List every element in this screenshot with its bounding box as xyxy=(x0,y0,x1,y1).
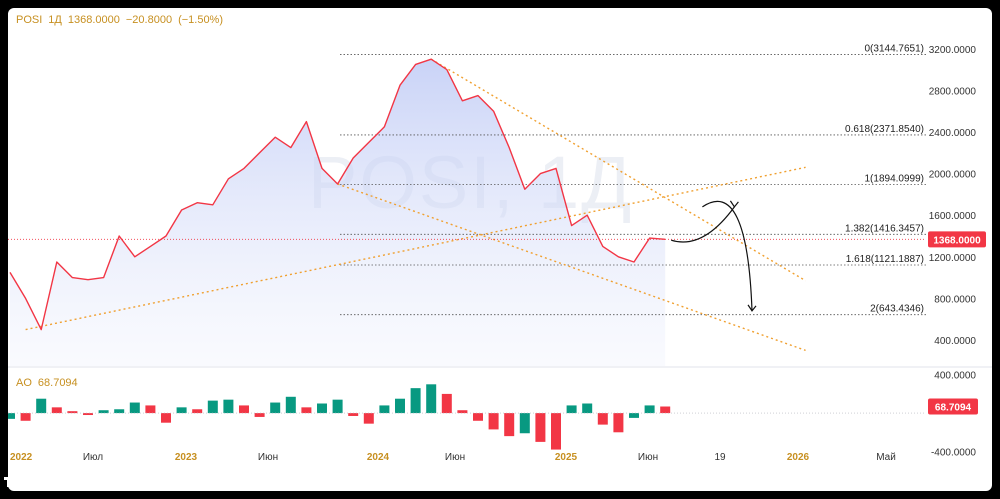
ao-bar xyxy=(348,413,359,416)
chart-panel: POSI, 1Д 0(3144.7651)0.618(2371.8540)1(1… xyxy=(8,8,992,491)
fib-label-0.618: 0.618(2371.8540) xyxy=(845,124,924,135)
ao-bar xyxy=(83,413,93,416)
legend-header[interactable]: POSI 1Д 1368.0000 −20.8000 (−1.50%) xyxy=(16,14,229,26)
ao-bar xyxy=(207,400,218,414)
price-line xyxy=(9,58,666,331)
ao-bar xyxy=(20,413,31,421)
ao-bar xyxy=(332,399,343,414)
x-tick: 2022 xyxy=(10,452,33,463)
ao-bar xyxy=(551,413,561,450)
tradingview-logo[interactable]: TradingView xyxy=(4,474,98,488)
price-y-tick: 2000.0000 xyxy=(929,170,977,181)
ao-bar xyxy=(114,409,125,414)
symbol-label: POSI xyxy=(16,14,43,26)
price-y-tick: 1600.0000 xyxy=(929,211,977,222)
ao-bar xyxy=(301,407,312,414)
x-tick: Июн xyxy=(445,452,465,463)
ao-bar xyxy=(410,388,421,414)
ao-y-tick: -400.0000 xyxy=(931,447,976,458)
x-tick: Июн xyxy=(258,452,278,463)
interval-label: 1Д xyxy=(48,14,62,26)
ao-bar xyxy=(36,398,47,414)
ao-bar xyxy=(582,403,593,414)
ao-name: AO xyxy=(16,377,32,389)
fib-label-1.382: 1.382(1416.3457) xyxy=(845,223,924,234)
ao-bar xyxy=(192,409,203,414)
ao-bar xyxy=(379,405,390,414)
x-tick: Май xyxy=(876,452,896,463)
ao-bar xyxy=(504,413,515,437)
projection-arrow-1 xyxy=(671,206,735,243)
ao-bar xyxy=(441,393,452,414)
price-y-tick: 1200.0000 xyxy=(929,253,977,264)
ao-bar xyxy=(317,403,327,414)
ao-bar xyxy=(239,405,249,414)
tradingview-icon xyxy=(4,476,24,487)
ao-bar xyxy=(285,396,296,414)
ao-value-text: 68.7094 xyxy=(935,403,972,414)
price-chart[interactable]: 0(3144.7651) 0.618(2371.8540) 1(1894.0999)… xyxy=(8,8,992,491)
fib-label-2: 2(643.4346) xyxy=(870,304,924,315)
ao-y-tick: 400.0000 xyxy=(934,371,976,382)
ao-bar xyxy=(660,406,671,414)
projection-arrowhead-2 xyxy=(747,304,757,312)
x-tick: 2023 xyxy=(175,452,198,463)
close-value: 1368.0000 xyxy=(67,14,120,26)
projection-arrow-2 xyxy=(702,200,753,311)
change-pct-value: (−1.50%) xyxy=(178,14,224,26)
ao-bar xyxy=(176,407,187,414)
change-value: −20.8000 xyxy=(125,14,173,26)
price-y-tick: 3200.0000 xyxy=(929,45,977,56)
ao-bar xyxy=(223,399,234,414)
ao-bar xyxy=(473,413,483,421)
ao-bar xyxy=(145,405,156,414)
ao-bar xyxy=(254,413,265,417)
ao-bar xyxy=(535,413,546,442)
ao-bar xyxy=(457,410,468,414)
x-tick: 2026 xyxy=(787,452,810,463)
price-y-tick: 2800.0000 xyxy=(929,86,977,97)
ao-bar xyxy=(566,405,577,414)
ao-bar xyxy=(644,405,655,414)
ao-bar xyxy=(519,413,530,434)
ao-bar xyxy=(426,384,437,414)
ao-bar xyxy=(98,410,109,414)
fib-label-1: 1(1894.0999) xyxy=(865,174,925,185)
x-tick: Июн xyxy=(638,452,658,463)
projection-arrowhead-1 xyxy=(729,200,739,208)
ao-value: 68.7094 xyxy=(37,377,78,389)
logo-text: TradingView xyxy=(28,474,99,488)
price-area xyxy=(10,59,666,366)
x-tick: Июл xyxy=(83,452,103,463)
fib-label-0: 0(3144.7651) xyxy=(865,44,925,55)
ao-bar xyxy=(51,407,62,414)
ao-bar xyxy=(363,413,374,424)
ao-bar xyxy=(67,411,78,414)
ao-bar xyxy=(129,402,140,414)
ao-bar xyxy=(629,413,639,418)
price-y-tick: 800.0000 xyxy=(934,294,976,305)
ao-value-badge xyxy=(928,398,978,415)
x-tick: 19 xyxy=(714,452,726,463)
ao-bar xyxy=(161,413,171,423)
ao-bar xyxy=(8,413,15,419)
fib-label-1.618: 1.618(1121.1887) xyxy=(846,254,924,265)
ao-bar xyxy=(597,413,608,425)
x-tick: 2024 xyxy=(367,452,390,463)
last-price-text: 1368.0000 xyxy=(933,235,981,246)
x-tick: 2025 xyxy=(555,452,578,463)
ao-bar xyxy=(270,402,281,414)
ao-bar xyxy=(613,413,624,433)
ao-bar xyxy=(395,398,405,414)
price-y-tick: 2400.0000 xyxy=(929,128,977,139)
last-price-badge xyxy=(928,231,986,248)
ao-legend[interactable]: AO 68.7094 xyxy=(16,377,84,389)
price-y-tick: 400.0000 xyxy=(934,336,976,347)
ao-bar xyxy=(488,413,499,430)
